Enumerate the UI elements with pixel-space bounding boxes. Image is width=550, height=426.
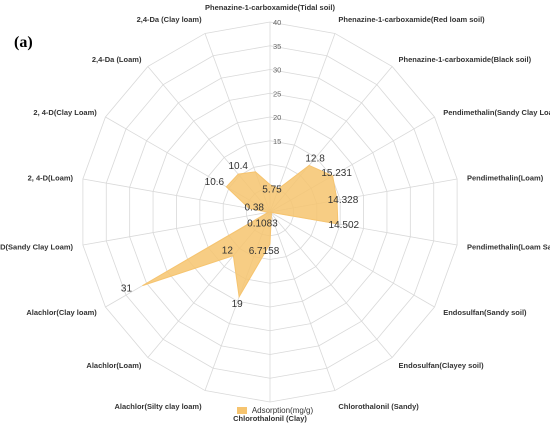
- category-label: 2,4-Da (Clay loam): [137, 15, 203, 24]
- data-label: 5.75: [262, 185, 282, 196]
- category-label: Endosulfan(Sandy soil): [443, 308, 527, 317]
- data-label: 6.7158: [249, 246, 280, 257]
- data-value-labels: 10.4 5.75 12.8 15.231 14.328 14.502 0.1083 6.71…: [121, 153, 360, 309]
- data-label: 0.1083: [247, 218, 278, 229]
- data-label: 19: [232, 299, 244, 310]
- category-label: Phenazine-1-carboxamide(Red loam soil): [338, 15, 485, 24]
- category-label: Chlorothalonil (Sandy): [338, 402, 419, 411]
- category-label: 2, 4-D(Clay Loam): [33, 108, 97, 117]
- data-label: 0.38: [244, 202, 264, 213]
- legend[interactable]: Adsorption(mg/g): [0, 406, 550, 415]
- tick-label: 20: [273, 113, 281, 122]
- tick-label: 40: [273, 18, 281, 27]
- category-label: Alachlor(Loam): [86, 361, 142, 370]
- radial-tick-labels: 15 20 25 30 35 40: [273, 18, 281, 146]
- category-label: Pendimethalin(Sandy Clay Loam): [443, 108, 550, 117]
- category-label: Endosulfan(Clayey soil): [399, 361, 485, 370]
- category-label: Phenazine-1-carboxamide(Black soil): [399, 55, 532, 64]
- category-label: 2, 4-D(Loam): [28, 173, 74, 182]
- panel-label: (a): [14, 34, 33, 51]
- category-label: Pendimethalin(Loam Sand): [467, 243, 550, 252]
- tick-label: 30: [273, 66, 281, 75]
- category-label: Alachlor(Silty clay loam): [114, 402, 202, 411]
- tick-label: 35: [273, 42, 281, 51]
- data-label: 15.231: [321, 168, 352, 179]
- data-label: 12: [222, 246, 234, 257]
- spoke-line: [269, 33, 336, 213]
- series-area: [142, 164, 339, 299]
- category-labels: Phenazine-1-carboxamide(Tidal soil)Phena…: [0, 3, 550, 423]
- spoke-line: [82, 178, 271, 213]
- series-area-group: [142, 164, 339, 299]
- data-label: 14.502: [329, 220, 360, 231]
- legend-swatch: [236, 407, 247, 414]
- category-label: Pendimethalin(Loam): [467, 173, 544, 182]
- spoke-line: [269, 211, 435, 308]
- category-label: 2,4-Da (Loam): [92, 55, 142, 64]
- tick-label: 25: [273, 89, 281, 98]
- legend-label: Adsorption(mg/g): [251, 406, 314, 415]
- data-label: 31: [121, 284, 133, 295]
- data-label: 10.4: [229, 161, 249, 172]
- spoke-line: [269, 211, 336, 391]
- data-label: 12.8: [305, 153, 325, 164]
- tick-label: 15: [273, 137, 281, 146]
- spoke-line: [82, 211, 271, 246]
- data-label: 14.328: [328, 195, 359, 206]
- category-label: 2, 4-D(Sandy Clay Loam): [0, 243, 74, 252]
- data-label: 10.6: [205, 177, 225, 188]
- category-label: Alachlor(Clay loam): [26, 308, 97, 317]
- category-label: Chlorothalonil (Clay): [233, 414, 307, 423]
- spoke-line: [269, 211, 393, 358]
- category-label: Phenazine-1-carboxamide(Tidal soil): [205, 3, 335, 12]
